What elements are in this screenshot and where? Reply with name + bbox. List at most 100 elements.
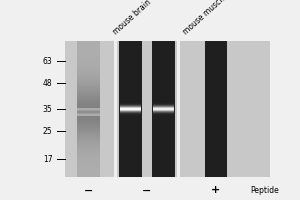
Bar <box>77 86 100 87</box>
Bar <box>77 159 100 160</box>
Bar <box>77 77 100 78</box>
Bar <box>77 136 100 137</box>
Bar <box>77 155 100 156</box>
Bar <box>77 127 100 128</box>
Bar <box>77 168 100 169</box>
Text: 17: 17 <box>43 154 52 164</box>
Bar <box>120 108 141 109</box>
Bar <box>77 54 100 55</box>
Bar <box>77 65 100 66</box>
Bar <box>77 42 100 43</box>
Bar <box>77 126 100 127</box>
Bar <box>77 138 100 139</box>
Bar <box>77 112 100 113</box>
Bar <box>77 134 100 135</box>
Bar <box>77 89 100 90</box>
Bar <box>153 114 174 115</box>
Bar <box>77 169 100 170</box>
Bar <box>77 109 100 110</box>
Bar <box>77 176 100 177</box>
Bar <box>77 91 100 92</box>
Bar <box>119 41 142 177</box>
Bar <box>77 41 100 177</box>
Bar <box>77 119 100 120</box>
Bar <box>77 103 100 104</box>
Bar <box>77 58 100 59</box>
Bar <box>120 107 141 108</box>
Text: 48: 48 <box>43 78 52 88</box>
Bar <box>77 135 100 136</box>
Bar <box>77 80 100 81</box>
Text: 25: 25 <box>43 127 52 136</box>
Bar <box>77 72 100 73</box>
Bar <box>77 125 100 126</box>
Bar <box>120 113 141 114</box>
Bar <box>77 90 100 91</box>
Bar <box>77 148 100 149</box>
Text: −: − <box>84 185 93 195</box>
Bar <box>120 111 141 112</box>
Bar <box>153 108 174 109</box>
Bar <box>77 110 100 111</box>
Bar <box>77 173 100 174</box>
Bar <box>77 166 100 167</box>
Bar <box>77 99 100 100</box>
Bar <box>77 97 100 98</box>
Bar <box>120 115 141 116</box>
Bar <box>153 106 174 107</box>
Bar <box>77 62 100 63</box>
Bar <box>77 175 100 176</box>
Bar <box>77 43 100 44</box>
Bar <box>120 112 141 113</box>
Bar <box>114 41 117 177</box>
Bar <box>77 63 100 64</box>
Bar <box>77 60 100 61</box>
Bar <box>77 172 100 173</box>
Bar <box>77 45 100 46</box>
Bar <box>77 93 100 94</box>
Bar <box>77 117 100 118</box>
Bar <box>77 133 100 134</box>
Bar <box>120 114 141 115</box>
Bar <box>205 41 227 177</box>
Bar <box>153 105 174 106</box>
Bar <box>77 105 100 106</box>
Bar <box>77 147 100 148</box>
Bar <box>153 112 174 113</box>
Bar <box>77 111 100 112</box>
Bar <box>77 79 100 80</box>
Text: −: − <box>142 185 152 195</box>
Bar <box>120 109 141 110</box>
Bar <box>77 151 100 152</box>
Bar <box>77 44 100 45</box>
Bar <box>77 149 100 150</box>
Bar <box>77 83 100 84</box>
Bar <box>77 130 100 131</box>
Bar <box>77 94 100 95</box>
Bar <box>77 70 100 71</box>
Bar <box>77 161 100 162</box>
Text: mouse brain: mouse brain <box>111 0 153 36</box>
Bar <box>77 95 100 96</box>
Bar <box>77 128 100 129</box>
Bar <box>120 103 141 104</box>
Bar <box>77 123 100 124</box>
Bar <box>77 132 100 133</box>
Bar <box>77 145 100 146</box>
Bar <box>77 74 100 75</box>
Bar <box>77 64 100 65</box>
Bar <box>152 41 175 177</box>
Text: 35: 35 <box>43 104 52 114</box>
Bar <box>77 157 100 158</box>
Bar <box>77 129 100 130</box>
Bar <box>77 174 100 175</box>
Bar <box>77 55 100 56</box>
Bar <box>77 52 100 53</box>
Bar <box>77 118 100 119</box>
Bar <box>77 120 100 121</box>
Bar <box>77 76 100 77</box>
Bar <box>77 92 100 93</box>
Bar <box>64 41 270 177</box>
Bar <box>77 78 100 79</box>
Bar <box>77 163 100 164</box>
